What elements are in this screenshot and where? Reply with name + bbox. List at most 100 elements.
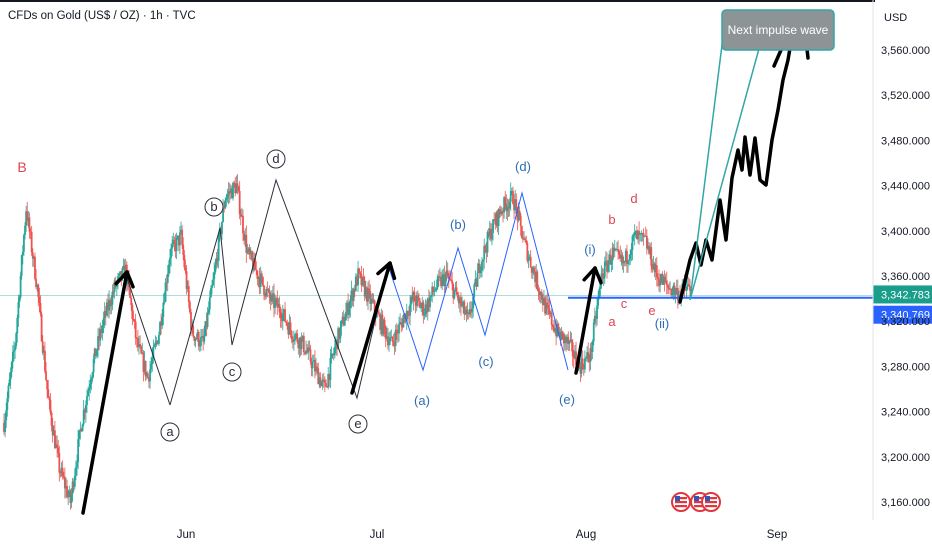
- candle-body: [571, 342, 574, 357]
- candle-body: [431, 286, 434, 296]
- candle-body: [233, 182, 236, 185]
- candle-body: [106, 302, 108, 316]
- candle-body: [687, 284, 690, 287]
- candle-body: [567, 336, 570, 344]
- top-border: [0, 0, 875, 2]
- candle-body: [30, 231, 33, 253]
- candle-body: [56, 444, 59, 448]
- candle-body: [684, 289, 687, 291]
- candle-body: [371, 299, 374, 302]
- candle-body: [597, 297, 600, 306]
- candle-body: [92, 359, 95, 373]
- callout-box: [721, 9, 835, 51]
- candle-body: [351, 290, 354, 302]
- candle-body: [249, 251, 252, 255]
- candle-body: [654, 265, 657, 273]
- candle-body: [606, 260, 608, 272]
- candle-body: [298, 337, 301, 349]
- candle-body: [151, 357, 154, 364]
- candle-body: [481, 261, 483, 271]
- candle-body: [49, 399, 52, 413]
- candle-body: [316, 366, 319, 369]
- candles: [3, 174, 691, 510]
- projected-wave: [678, 20, 810, 304]
- candle-body: [84, 404, 87, 413]
- candle-body: [412, 292, 415, 301]
- candle-body: [507, 206, 510, 209]
- candle-body: [245, 234, 248, 253]
- candle-body: [329, 357, 332, 380]
- arrow-up-3-head: [582, 266, 603, 285]
- candle-body: [103, 310, 106, 319]
- symbol-title[interactable]: CFDs on Gold (US$ / OZ) · 1h · TVC: [8, 10, 196, 22]
- overlay-drawings: 3,342.783 3,340.769 Next impulse wave a b c d e…: [0, 9, 932, 515]
- candle-body: [31, 252, 34, 259]
- candle-body: [27, 217, 30, 221]
- candle-body: [155, 340, 158, 342]
- candle-body: [457, 297, 460, 304]
- candle-body: [496, 212, 499, 226]
- candle-body: [61, 467, 64, 477]
- candle-body: [268, 289, 271, 298]
- candle-body: [672, 285, 675, 292]
- candle-body: [541, 299, 544, 306]
- candle-body: [32, 256, 35, 259]
- candle-body: [460, 297, 462, 307]
- candle-body: [213, 272, 216, 280]
- candle-body: [88, 388, 91, 391]
- candle-body: [495, 212, 498, 225]
- triangle-label: (ii): [655, 316, 669, 331]
- candle-body: [479, 270, 482, 274]
- candle-body: [299, 337, 302, 350]
- candle-body: [257, 277, 260, 279]
- candle-body: [380, 314, 383, 330]
- candle-body: [36, 284, 39, 288]
- candle-body: [35, 279, 37, 288]
- candle-body: [513, 203, 515, 211]
- candle-body: [439, 276, 441, 278]
- candle-body: [391, 336, 394, 342]
- candle-body: [67, 495, 70, 498]
- candle-body: [518, 210, 521, 216]
- candle-body: [297, 341, 300, 349]
- candle-body: [616, 249, 618, 251]
- candle-body: [601, 273, 604, 279]
- candle-body: [339, 327, 342, 339]
- candle-body: [583, 358, 586, 370]
- candle-body: [608, 254, 611, 264]
- candle-body: [207, 309, 210, 313]
- candle-body: [509, 191, 512, 202]
- candle-body: [87, 390, 89, 397]
- candle-body: [652, 263, 655, 270]
- candle-body: [51, 425, 54, 436]
- candle-body: [156, 340, 159, 344]
- candle-body: [132, 318, 135, 320]
- currency-label[interactable]: USD: [884, 12, 908, 24]
- candle-body: [130, 297, 133, 306]
- candle-body: [497, 209, 500, 226]
- candle-body: [17, 302, 20, 318]
- candle-body: [198, 345, 201, 347]
- candle-body: [643, 235, 646, 237]
- candle-body: [140, 346, 143, 354]
- candle-body: [296, 333, 299, 342]
- candle-body: [382, 319, 385, 335]
- candle-body: [591, 341, 594, 352]
- x-tick-label: Sep: [767, 529, 787, 541]
- candle-body: [603, 261, 606, 278]
- candle-body: [119, 271, 122, 274]
- candle-body: [23, 235, 25, 252]
- candle-body: [19, 275, 22, 298]
- candle-body: [323, 380, 326, 383]
- candle-body: [673, 285, 676, 295]
- candle-body: [295, 333, 298, 335]
- candle-body: [13, 350, 15, 352]
- candle-body: [93, 348, 96, 360]
- candle-body: [321, 379, 324, 382]
- candle-body: [219, 228, 222, 234]
- candle-body: [570, 339, 573, 343]
- candle-body: [602, 277, 605, 279]
- candle-body: [442, 274, 445, 277]
- wave-label: d: [272, 151, 279, 166]
